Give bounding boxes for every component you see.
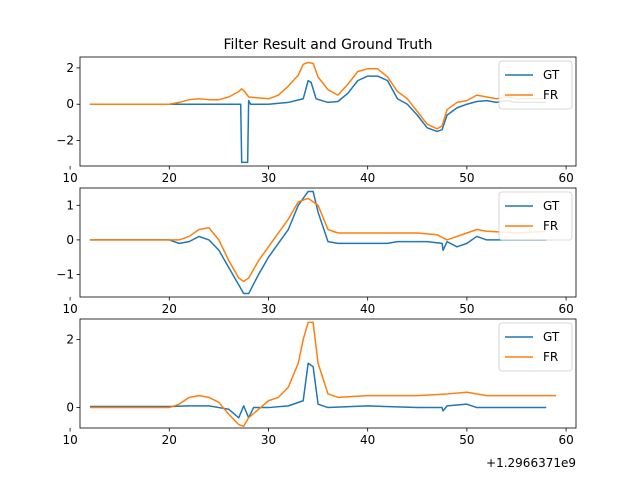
legend-label-fr: FR [543, 219, 558, 233]
x-tick-label: 40 [360, 433, 375, 447]
x-tick-label: 10 [62, 171, 77, 185]
x-tick-label: 60 [558, 171, 573, 185]
x-tick-label: 40 [360, 171, 375, 185]
x-tick-label: 50 [459, 302, 474, 316]
axes-frame [79, 187, 577, 298]
chart-title: Filter Result and Ground Truth [223, 37, 432, 53]
series-line-gt [89, 362, 547, 419]
legend-label-gt: GT [543, 330, 560, 344]
y-tick-label: 0 [66, 97, 74, 111]
legend-box [498, 60, 573, 110]
y-tick-label: 2 [66, 332, 74, 346]
series-line-fr [89, 197, 547, 283]
panel-2: 10 20 30 40 50 60 −1 0 1 GT FR [56, 187, 577, 316]
x-tick-label: 60 [558, 433, 573, 447]
y-tick-label: 0 [66, 233, 74, 247]
legend-label-gt: GT [543, 199, 560, 213]
y-tick-label: −2 [56, 134, 74, 148]
x-tick-label: 20 [162, 302, 177, 316]
legend-box [498, 322, 573, 372]
x-tick-label: 20 [162, 433, 177, 447]
legend-box [498, 191, 573, 241]
y-tick-label: 1 [66, 198, 74, 212]
x-offset-label: +1.2966371e9 [486, 456, 576, 470]
panel-1: 10 20 30 40 50 60 −2 0 2 GT FR [56, 56, 577, 185]
series-line-fr [89, 321, 557, 428]
series-line-gt [89, 190, 547, 295]
legend-label-gt: GT [543, 68, 560, 82]
axes-frame [79, 56, 577, 167]
x-tick-label: 30 [261, 171, 276, 185]
series-line-fr [89, 61, 547, 130]
y-tick-label: −1 [56, 268, 74, 282]
legend-label-fr: FR [543, 88, 558, 102]
x-tick-label: 50 [459, 433, 474, 447]
panel-3: 10 20 30 40 50 60 0 2 GT FR [62, 318, 577, 447]
y-tick-label: 2 [66, 61, 74, 75]
axes-frame [79, 318, 577, 429]
x-tick-label: 10 [62, 302, 77, 316]
x-tick-label: 50 [459, 171, 474, 185]
x-tick-label: 30 [261, 433, 276, 447]
x-tick-label: 40 [360, 302, 375, 316]
x-tick-label: 10 [62, 433, 77, 447]
x-tick-label: 20 [162, 171, 177, 185]
y-tick-label: 0 [66, 401, 74, 415]
series-line-gt [89, 75, 547, 164]
x-tick-label: 60 [558, 302, 573, 316]
legend-label-fr: FR [543, 350, 558, 364]
x-tick-label: 30 [261, 302, 276, 316]
